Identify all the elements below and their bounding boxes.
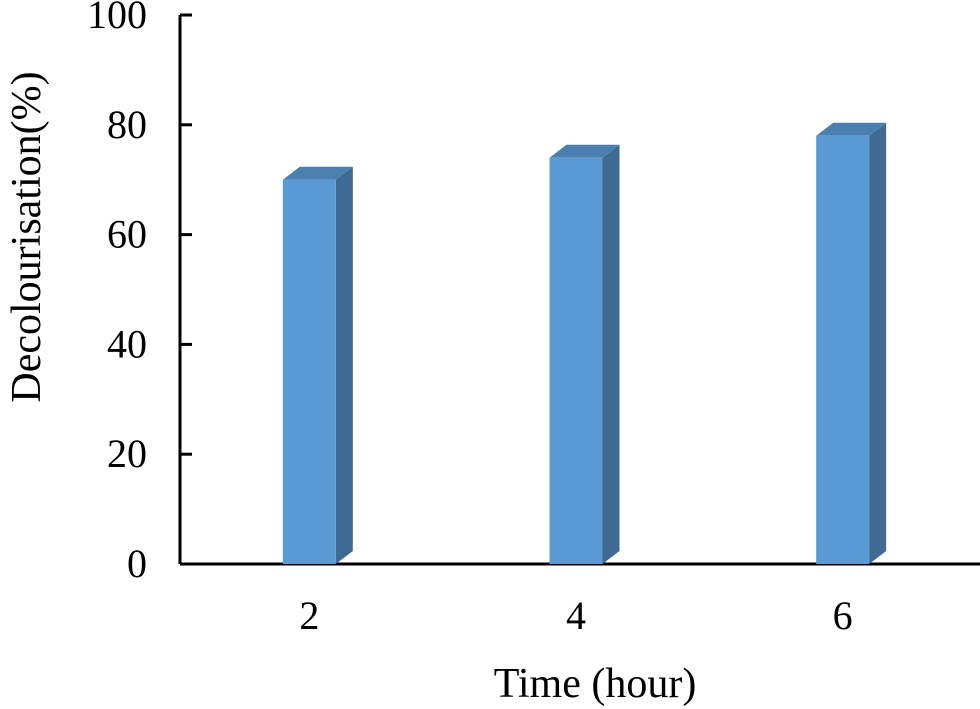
bar-4 xyxy=(549,144,620,565)
y-tick-label: 40 xyxy=(107,321,147,366)
x-axis: 2 4 6 xyxy=(180,562,980,638)
bar-top-face xyxy=(816,122,887,136)
y-tick-label: 60 xyxy=(107,212,147,257)
y-tick-label: 20 xyxy=(107,431,147,476)
bar-front-face xyxy=(816,135,870,564)
x-tick-label: 6 xyxy=(833,593,853,638)
y-tick-label: 80 xyxy=(107,102,147,147)
bar-side-face xyxy=(335,166,353,564)
bar-front-face xyxy=(282,179,336,564)
bar-top-face xyxy=(549,144,620,158)
bar-2 xyxy=(282,166,353,564)
y-tick-label: 0 xyxy=(127,541,147,586)
bar-top-face xyxy=(282,166,353,180)
bar-side-face xyxy=(602,144,620,565)
y-tick-label: 100 xyxy=(87,0,147,37)
y-axis: 0 20 40 60 80 100 xyxy=(87,0,192,586)
bar-6 xyxy=(816,122,887,564)
y-axis-title: Decolourisation(%) xyxy=(4,71,50,402)
bars xyxy=(282,122,887,565)
bar-side-face xyxy=(869,122,887,564)
x-axis-title: Time (hour) xyxy=(494,661,697,707)
x-tick-label: 2 xyxy=(299,593,319,638)
bar-front-face xyxy=(549,157,603,565)
x-tick-label: 4 xyxy=(566,593,586,638)
